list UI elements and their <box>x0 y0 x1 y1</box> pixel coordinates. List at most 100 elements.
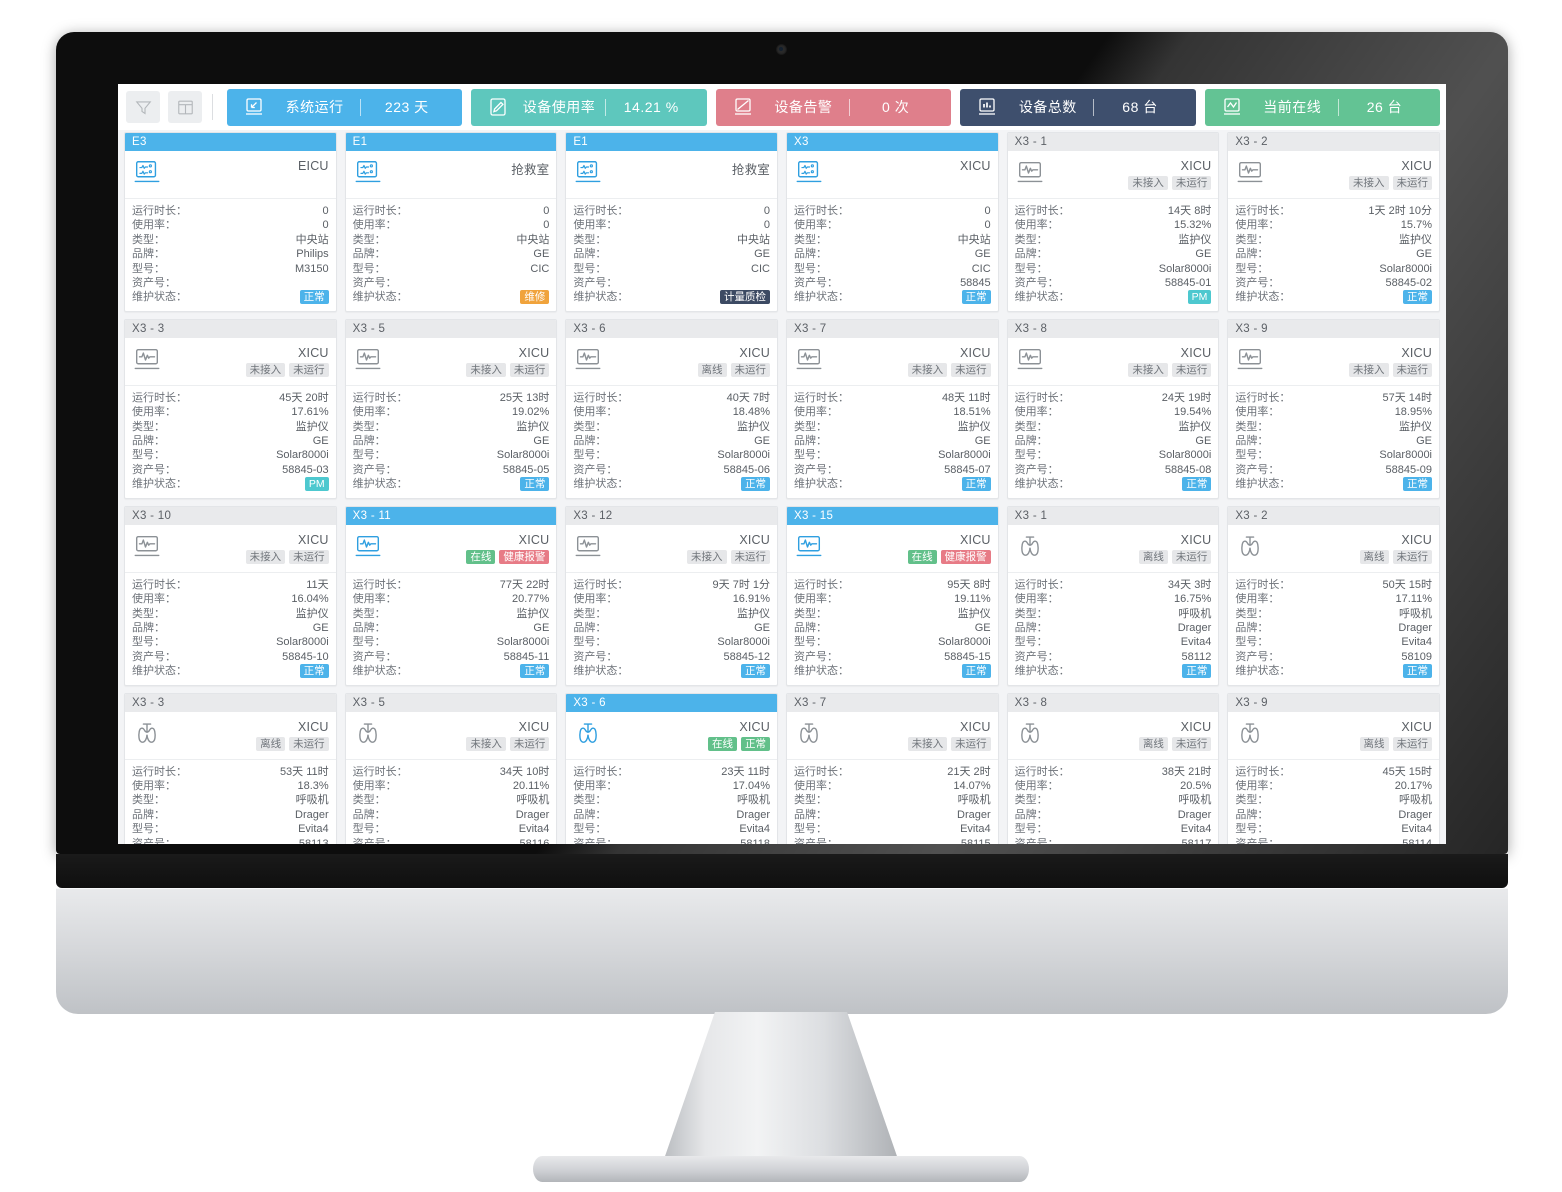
usage-label: 使用率： <box>1235 406 1280 419</box>
device-card[interactable]: X3 - 6 XICU 在线 正常 运行时长： 23天 11时 使用率： 17.04% 类型：呼… <box>565 692 778 844</box>
model-label: 型号： <box>132 262 165 275</box>
asset-row: 资产号： 58117 <box>1015 837 1212 844</box>
brand-label: 品牌： <box>1014 621 1048 634</box>
usage-value: 16.91% <box>732 593 770 606</box>
runtime-row: 运行时长： 9天 7时 1分 <box>573 578 770 592</box>
kpi-value: 68 台 <box>1122 99 1158 115</box>
device-card[interactable]: X3 - 7 XICU 未接入 未运行 运行时长： 21天 2时 使用率： 14.07% 类型：… <box>786 692 999 844</box>
brand-row: 品牌： Drager <box>1235 808 1432 822</box>
model-row: 型号： Evita4 <box>132 822 329 836</box>
device-card[interactable]: X3 - 12 XICU 未接入 未运行 运行时长： 9天 7时 1分 使用率： 16.91%… <box>565 505 778 686</box>
model-row: 型号： CIC <box>794 262 991 276</box>
maintenance-label: 维护状态： <box>1235 291 1291 304</box>
type-row: 类型： 呼吸机 <box>573 793 770 807</box>
kpi-device-total[interactable]: 设备总数 68 台 <box>960 88 1196 126</box>
usage-value: 20.11% <box>512 779 550 792</box>
asset-label: 资产号： <box>1014 277 1059 290</box>
device-card[interactable]: E3 EICU 运行时长： 0 使用率： 0 类型： 中央站 品牌： Philips 型号： M315… <box>124 132 337 312</box>
device-card[interactable]: X3 - 1 XICU 离线 未运行 运行时长： 34天 3时 使用率： 16.75% 类型： 呼… <box>1006 505 1220 686</box>
department-label: 抢救室 <box>731 163 770 177</box>
type-label: 类型： <box>1014 233 1048 246</box>
asset-row: 资产号： 58845-12 <box>573 650 770 664</box>
department-label: XICU <box>959 532 991 547</box>
device-card[interactable]: X3 XICU 运行时长： 0 使用率： 0 类型： 中央站 品牌： GE 型号： CIC 资产号： 58… <box>786 132 999 312</box>
brand-label: 品牌： <box>352 248 386 261</box>
device-card[interactable]: X3 - 2 XICU 未接入 未运行 运行时长： 1天 2时 10分 使用率： 15.7% 类… <box>1227 132 1440 312</box>
device-card[interactable]: E1 抢救室 运行时长： 0 使用率： 0 类型： 中央站 品牌： GE 型号： CIC 资产号： 维护状… <box>344 132 558 312</box>
brand-row: 品牌： GE <box>1015 247 1212 261</box>
device-card[interactable]: X3 - 3 XICU 未接入 未运行 运行时长： 45天 20时 使用率： 17.61% 类型… <box>124 318 337 499</box>
maintenance-value: PM <box>1187 290 1212 305</box>
maintenance-label: 维护状态： <box>352 478 408 491</box>
kpi-currently-online[interactable]: 当前在线 26 台 <box>1204 88 1441 126</box>
kpi-device-usage-rate[interactable]: 设备使用率 14.21 % <box>471 88 707 126</box>
funnel-icon[interactable] <box>126 91 160 123</box>
maintenance-value: 正常 <box>299 664 329 679</box>
asset-value: 58845-03 <box>282 463 329 476</box>
ventilator-lungs-icon <box>132 719 162 749</box>
maintenance-status-badge: 维修 <box>520 290 550 305</box>
device-card[interactable]: X3 - 5 XICU 未接入 未运行 运行时长： 34天 10时 使用率： 20.11% 类型… <box>344 692 558 844</box>
kpi-device-alarm[interactable]: 设备告警 0 次 <box>715 88 952 126</box>
status-tag: 未运行 <box>1392 176 1432 190</box>
department-label: XICU <box>1401 159 1432 173</box>
usage-label: 使用率： <box>794 406 838 419</box>
type-row: 类型： 中央站 <box>132 233 329 247</box>
model-row: 型号： Solar8000i <box>353 448 550 462</box>
asset-value: 58845-11 <box>503 650 550 663</box>
brand-value: Drager <box>515 808 550 821</box>
asset-row: 资产号： 58845-01 <box>1015 276 1212 290</box>
device-card[interactable]: X3 - 9 XICU 未接入 未运行 运行时长： 57天 14时 使用率： 18.95% 类型… <box>1227 318 1440 499</box>
type-value: 监护仪 <box>1178 420 1212 433</box>
monitor-chin <box>56 888 1508 1014</box>
runtime-label: 运行时长： <box>1014 578 1070 591</box>
type-label: 类型： <box>132 794 165 807</box>
status-tag: 未运行 <box>1171 176 1212 190</box>
status-tag: 未接入 <box>1128 176 1168 190</box>
card-title: X3 - 1 <box>1007 506 1219 525</box>
device-card[interactable]: X3 - 3 XICU 离线 未运行 运行时长： 53天 11时 使用率： 18.3% 类型： 呼… <box>124 692 337 844</box>
usage-value: 20.5% <box>1180 779 1212 792</box>
asset-row: 资产号： 58114 <box>1235 837 1432 844</box>
usage-value: 18.3% <box>297 779 329 792</box>
kpi-divider <box>849 98 851 116</box>
runtime-value: 0 <box>322 205 329 217</box>
model-row: 型号： Evita4 <box>573 822 770 836</box>
card-details: 运行时长： 1天 2时 10分 使用率： 15.7% 类型： 监护仪 品牌： GE 型号： Sol… <box>1228 199 1439 311</box>
device-card[interactable]: X3 - 8 XICU 离线 未运行 运行时长： 38天 21时 使用率： 20.5% 类型： 呼… <box>1006 692 1220 844</box>
layout-grid-icon[interactable] <box>168 91 202 123</box>
type-value: 中央站 <box>957 233 991 246</box>
asset-value: 58845-07 <box>944 463 991 476</box>
device-card[interactable]: X3 - 8 XICU 未接入 未运行 运行时长： 24天 19时 使用率： 19.54% 类型… <box>1006 318 1220 499</box>
device-card[interactable]: X3 - 2 XICU 离线 未运行 运行时长： 50天 15时 使用率： 17.11% 类型：… <box>1227 505 1440 686</box>
device-card[interactable]: X3 - 5 XICU 未接入 未运行 运行时长： 25天 13时 使用率： 19.02% 类型… <box>344 318 558 499</box>
brand-label: 品牌： <box>132 808 165 821</box>
maintenance-label: 维护状态： <box>1014 665 1070 678</box>
device-card[interactable]: X3 - 11 XICU 在线 健康报警 运行时长： 77天 22时 使用率： 20.77% 类… <box>344 505 558 686</box>
asset-value: 58845-02 <box>1385 277 1433 290</box>
asset-row: 资产号： 58845 <box>794 276 991 290</box>
maintenance-label: 维护状态： <box>132 291 187 304</box>
device-card[interactable]: X3 - 15 XICU 在线 健康报警 运行时长： 95天 8时 使用率： 19.11% 类型… <box>786 505 999 686</box>
usage-value: 17.61% <box>291 406 329 419</box>
runtime-label: 运行时长： <box>573 205 629 217</box>
type-label: 类型： <box>1014 607 1048 620</box>
device-card[interactable]: X3 - 10 XICU 未接入 未运行 运行时长： 11天 使用率： 16.04% 类型： 监护… <box>124 505 337 686</box>
model-label: 型号： <box>352 449 386 462</box>
brand-value: GE <box>754 435 770 448</box>
model-label: 型号： <box>352 262 386 275</box>
kpi-system-runtime[interactable]: 系统运行 223 天 <box>227 88 463 126</box>
department-label: XICU <box>1180 345 1212 360</box>
device-card[interactable]: X3 - 9 XICU 离线 未运行 运行时长： 45天 15时 使用率： 20.17% 类型：… <box>1227 692 1440 844</box>
device-card[interactable]: E1 抢救室 运行时长： 0 使用率： 0 类型： 中央站 品牌： GE 型号： CIC 资产号： 维护状… <box>565 132 778 312</box>
brand-value: Drager <box>295 808 329 821</box>
device-card[interactable]: X3 - 6 XICU 离线 未运行 运行时长： 40天 7时 使用率： 18.48% 类型： 监… <box>565 318 778 499</box>
device-card[interactable]: X3 - 7 XICU 未接入 未运行 运行时长： 48天 11时 使用率： 18.51% 类型… <box>786 318 999 499</box>
type-row: 类型： 监护仪 <box>353 607 550 621</box>
device-card[interactable]: X3 - 1 XICU 未接入 未运行 运行时长： 14天 8时 使用率： 15.32% 类型：… <box>1006 132 1220 312</box>
runtime-label: 运行时长： <box>1014 391 1070 404</box>
brand-label: 品牌： <box>352 621 386 634</box>
model-label: 型号： <box>1014 262 1048 275</box>
status-tag: 未接入 <box>1128 362 1168 377</box>
runtime-label: 运行时长： <box>132 578 187 591</box>
